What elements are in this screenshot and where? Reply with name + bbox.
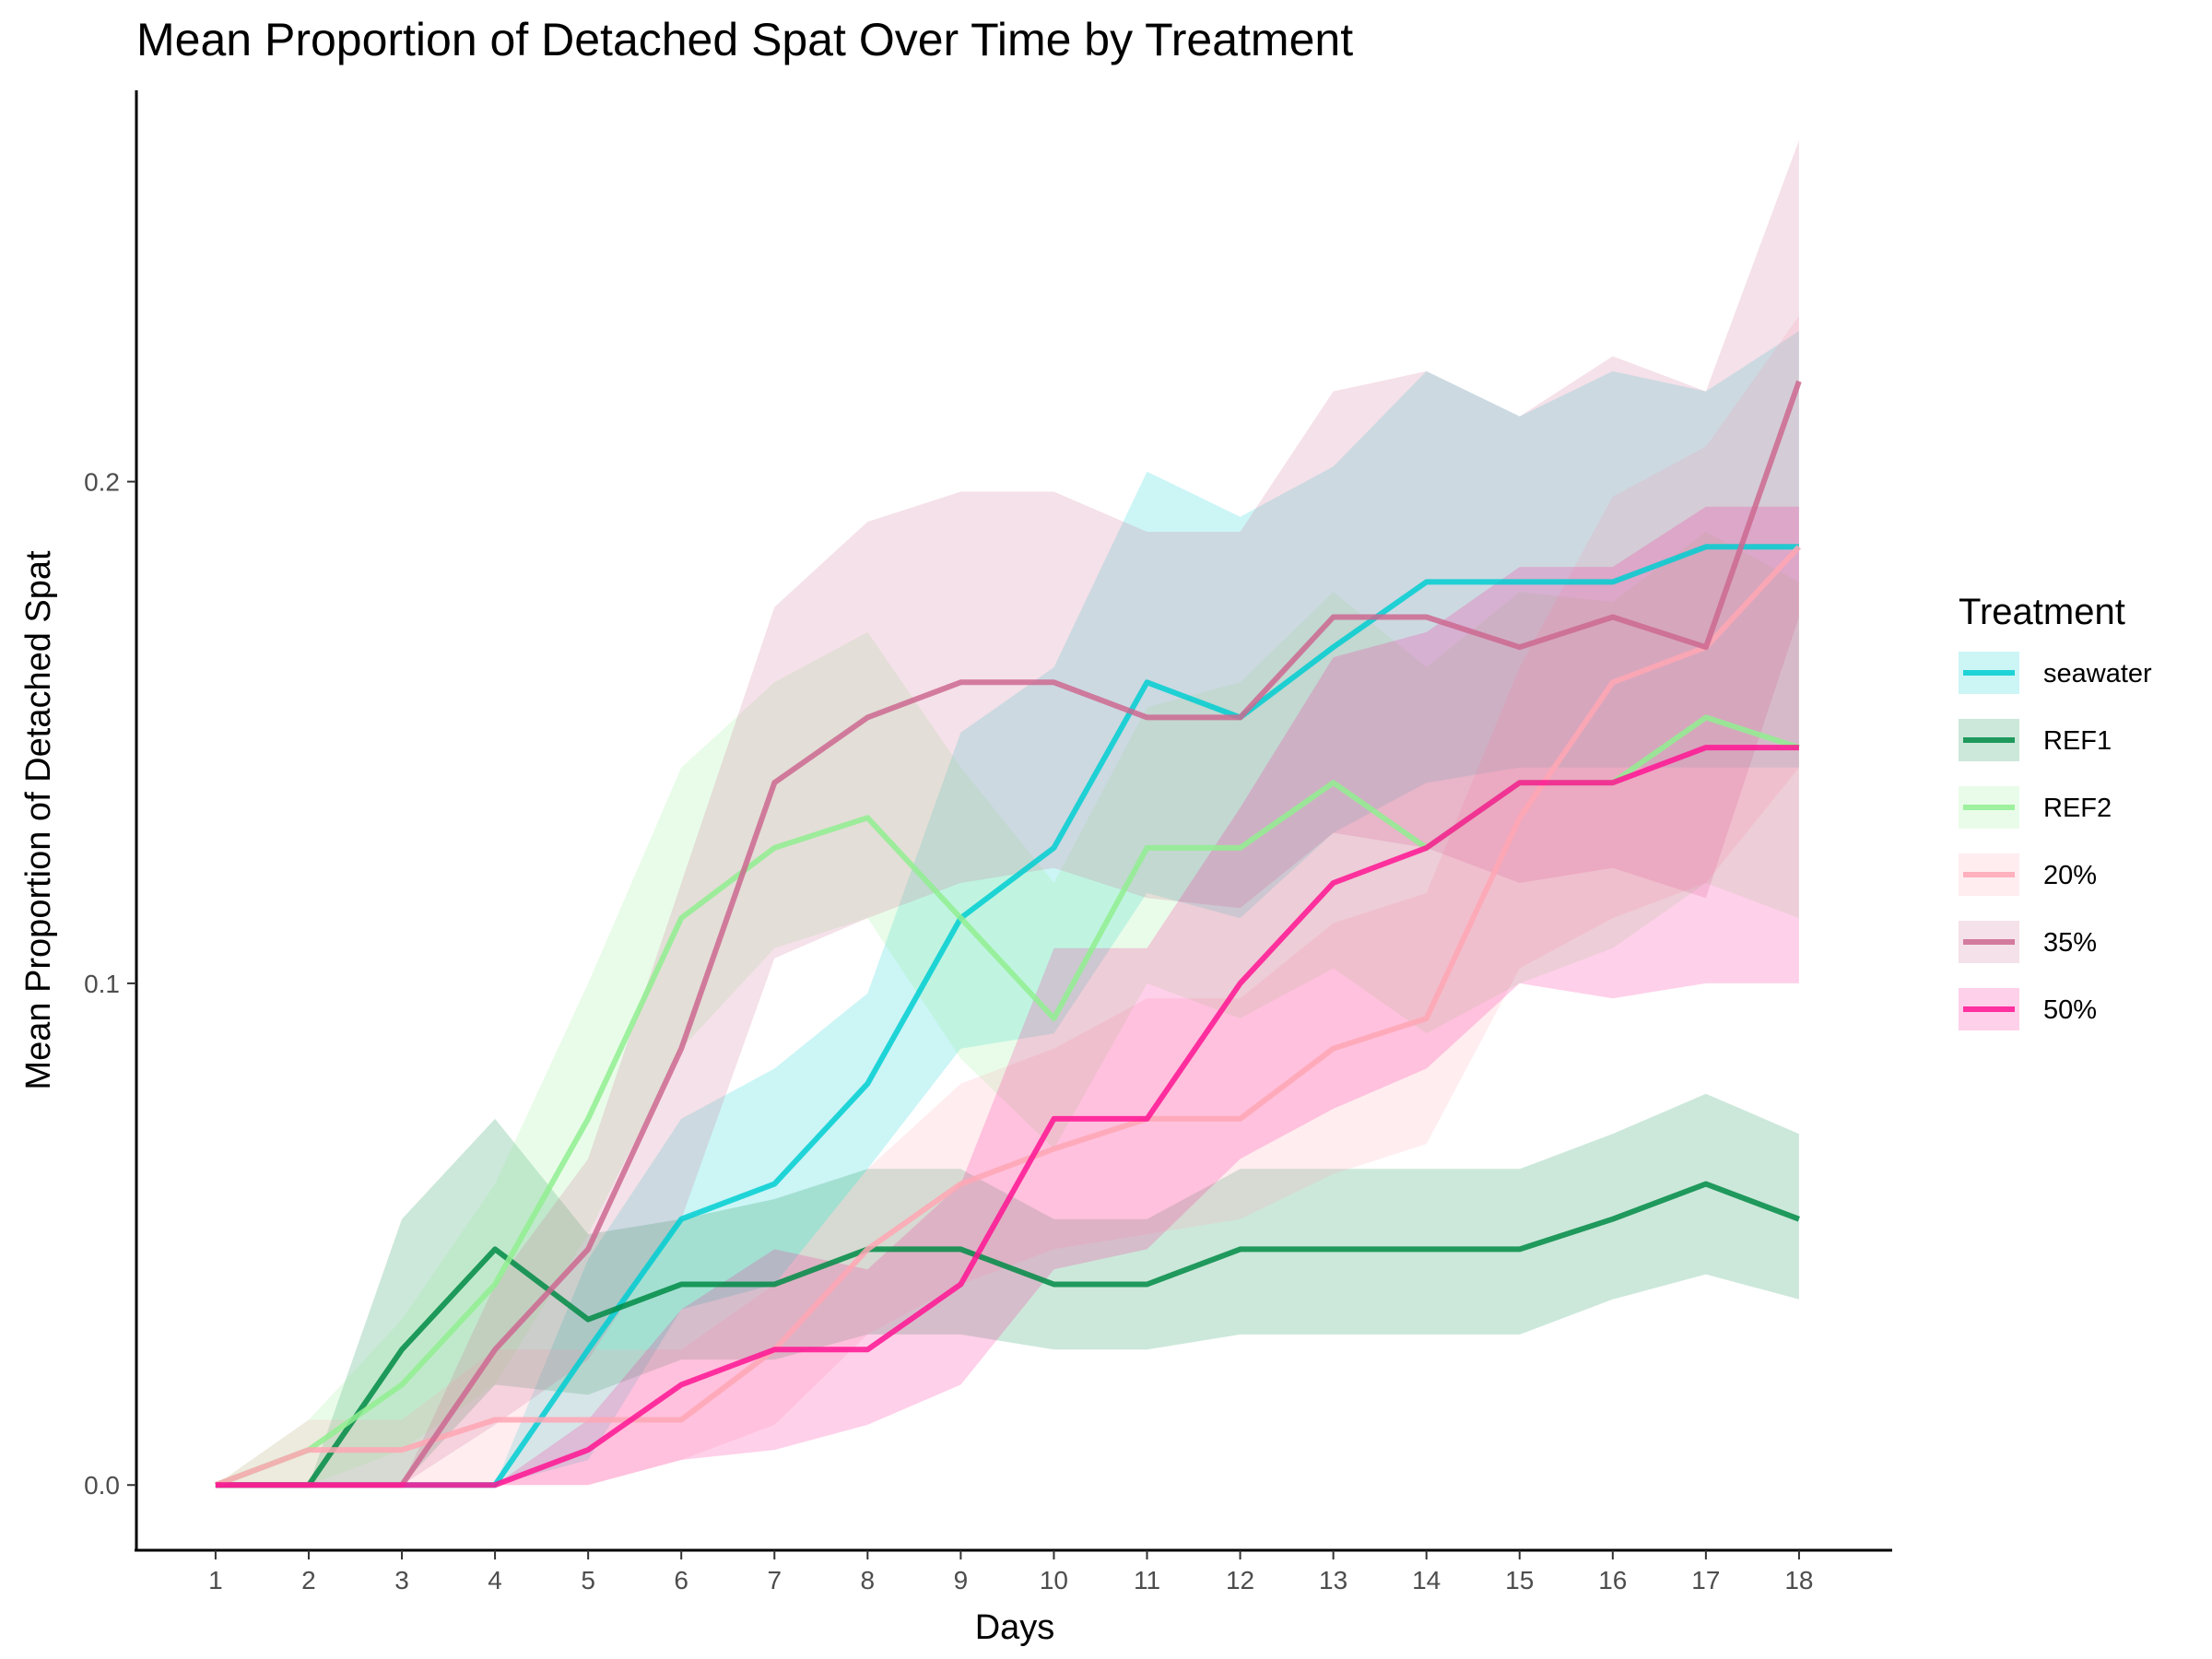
- ribbon-layer: [215, 140, 1799, 1486]
- x-tick-label: 12: [1226, 1566, 1254, 1594]
- x-axis-title: Days: [975, 1608, 1055, 1647]
- x-tick-label: 17: [1691, 1566, 1720, 1594]
- x-ticks: 1 2 3 4 5 6 7 8 9 10 11 12 13 14 15 16 17 18: [208, 1550, 1814, 1594]
- legend-item-50pct: 50%: [1959, 988, 2097, 1030]
- ribbon-35pct: [215, 140, 1799, 1486]
- chart-title: Mean Proportion of Detached Spat Over Ti…: [136, 14, 1353, 65]
- y-tick-label: 0.2: [84, 468, 120, 497]
- series-line-50pct: [215, 745, 1799, 1488]
- legend-label: REF1: [2043, 726, 2112, 756]
- x-tick-label: 2: [301, 1566, 316, 1594]
- legend-label: REF2: [2043, 794, 2112, 823]
- series-line-ref1: [215, 1181, 1800, 1488]
- y-tick-label: 0.1: [84, 970, 120, 998]
- series-line-20pct: [214, 545, 1802, 1488]
- legend-item-seawater: seawater: [1959, 652, 2152, 694]
- legend-item-20pct: 20%: [1959, 853, 2097, 896]
- x-tick-label: 7: [767, 1566, 782, 1594]
- y-axis-title: Mean Proportion of Detached Spat: [19, 550, 58, 1090]
- legend-label: 35%: [2043, 928, 2097, 958]
- legend-item-35pct: 35%: [1959, 921, 2097, 963]
- x-tick-label: 3: [394, 1566, 409, 1594]
- legend-label: 50%: [2043, 995, 2097, 1025]
- x-tick-label: 10: [1040, 1566, 1068, 1594]
- ribbon-50pct: [215, 506, 1799, 1486]
- x-tick-label: 16: [1598, 1566, 1627, 1594]
- ribbon-ref1: [215, 1093, 1799, 1486]
- legend-title: Treatment: [1959, 592, 2125, 632]
- x-tick-label: 9: [954, 1566, 969, 1594]
- legend-item-ref1: REF1: [1959, 719, 2112, 761]
- x-tick-label: 1: [208, 1566, 223, 1594]
- line-layer: [214, 380, 1802, 1488]
- x-tick-label: 8: [861, 1566, 876, 1594]
- x-tick-label: 5: [581, 1566, 595, 1594]
- x-tick-label: 4: [488, 1566, 502, 1594]
- legend: Treatment seawater REF1 REF2 20% 35% 50%: [1959, 592, 2152, 1030]
- ribbon-ref2: [215, 532, 1799, 1486]
- x-tick-label: 15: [1505, 1566, 1534, 1594]
- x-tick-label: 18: [1784, 1566, 1813, 1594]
- x-tick-label: 13: [1319, 1566, 1347, 1594]
- legend-label: 20%: [2043, 861, 2097, 890]
- legend-item-ref2: REF2: [1959, 786, 2112, 829]
- x-tick-label: 6: [674, 1566, 688, 1594]
- legend-label: seawater: [2043, 659, 2152, 688]
- y-ticks: 0.0 0.1 0.2: [84, 468, 136, 1500]
- series-line-35pct: [215, 380, 1802, 1488]
- axes: [135, 90, 1892, 1552]
- y-tick-label: 0.0: [84, 1471, 120, 1500]
- x-tick-label: 14: [1412, 1566, 1441, 1594]
- x-tick-label: 11: [1134, 1566, 1160, 1594]
